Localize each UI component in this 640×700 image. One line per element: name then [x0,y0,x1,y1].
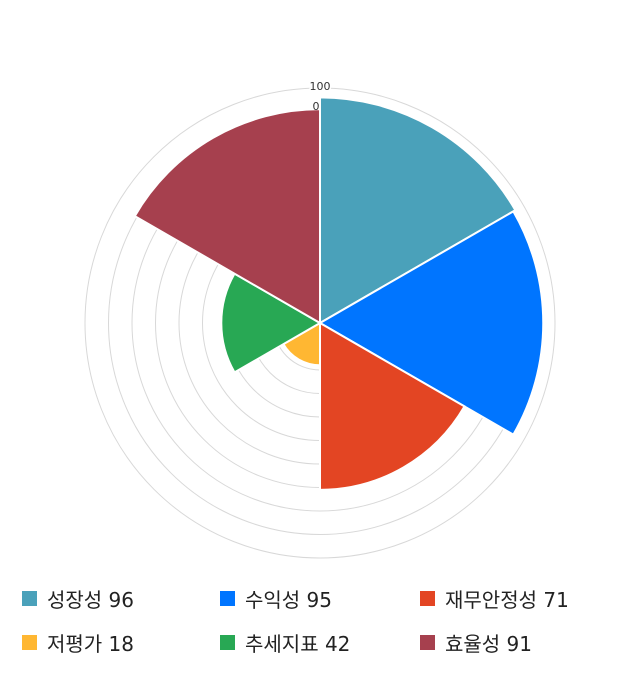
tick-label-max: 100 [310,80,331,93]
legend-swatch [420,591,435,606]
legend-label: 효율성 91 [445,632,533,656]
legend-label: 저평가 18 [47,632,135,656]
grid-ring [84,87,556,559]
legend-swatch [220,591,235,606]
legend-swatch [22,591,37,606]
legend-item[interactable]: 효율성 91 [420,628,532,657]
tick-label-min: 0 [313,100,320,113]
wedge-성장성[interactable] [319,96,517,325]
wedge-재무안정성[interactable] [319,321,466,491]
polar-chart: 100 0 [84,79,556,559]
legend-label: 수익성 95 [245,588,333,612]
legend-label: 재무안정성 71 [445,588,569,612]
wedge-수익성[interactable] [318,210,545,436]
legend-label: 추세지표 42 [245,632,351,656]
wedge-효율성[interactable] [133,108,321,325]
legend-swatch [420,635,435,650]
legend-swatch [220,635,235,650]
legend-swatch [22,635,37,650]
legend-item[interactable]: 성장성 96 [22,584,134,613]
legend-item[interactable]: 재무안정성 71 [420,584,569,613]
legend-item[interactable]: 추세지표 42 [220,628,350,657]
legend-label: 성장성 96 [47,588,135,612]
legend-item[interactable]: 저평가 18 [22,628,134,657]
legend-item[interactable]: 수익성 95 [220,584,332,613]
wedge-추세지표[interactable] [220,272,323,374]
